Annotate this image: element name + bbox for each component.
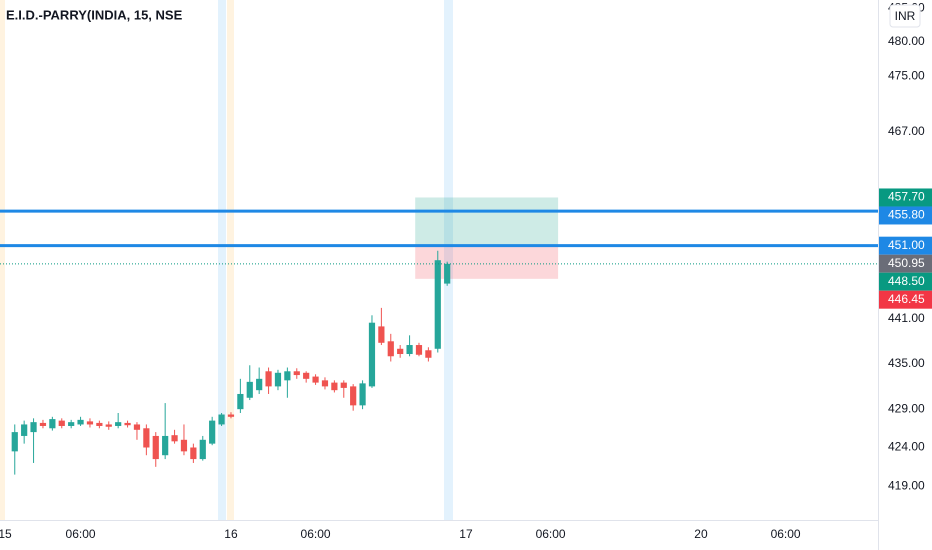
y-tick-label: 435.00	[888, 356, 925, 370]
x-tick-label: 15	[0, 527, 12, 541]
candle-body	[368, 322, 376, 387]
candle-body	[397, 348, 404, 355]
candle-body	[312, 376, 319, 383]
candle-body	[303, 372, 310, 379]
candle-body	[387, 341, 394, 357]
price-tag-label: 457.70	[888, 190, 925, 204]
candle-body	[378, 326, 385, 343]
candle-body	[58, 420, 65, 426]
price-tag	[879, 272, 932, 291]
candle-body	[284, 371, 291, 381]
y-tick-label: 419.00	[888, 478, 925, 492]
candle-body	[11, 432, 18, 452]
x-tick-label: 06:00	[771, 527, 801, 541]
x-tick-label: 06:00	[536, 527, 566, 541]
price-tag	[879, 188, 932, 207]
candle-body	[340, 382, 347, 388]
y-tick-label: 467.00	[888, 124, 925, 138]
candle-body	[444, 263, 451, 284]
candle-body	[77, 419, 84, 425]
price-tag-label: 451.00	[888, 238, 925, 252]
price-tag-label: 450.95	[888, 256, 925, 270]
candle-body	[199, 439, 206, 460]
candle-body	[115, 422, 122, 426]
candle-body	[143, 428, 150, 448]
candle-body	[152, 435, 159, 460]
currency-badge[interactable]	[889, 4, 921, 28]
candle-body	[96, 422, 103, 426]
price-tag-label: 455.80	[888, 208, 925, 222]
session-band	[0, 0, 5, 520]
candle-body	[415, 345, 423, 355]
candle-body	[331, 382, 338, 391]
price-tag	[879, 290, 932, 309]
x-tick-label: 06:00	[301, 527, 331, 541]
x-tick-label: 06:00	[66, 527, 96, 541]
candle-body	[190, 447, 197, 460]
candle-body	[39, 422, 47, 426]
y-tick-label: 475.00	[888, 68, 925, 82]
x-tick-label: 16	[224, 527, 238, 541]
candle-body	[218, 414, 225, 425]
candle-body	[293, 371, 300, 376]
candle-body	[68, 422, 75, 426]
candle-body	[321, 380, 329, 387]
candle-body	[256, 378, 263, 391]
candle-body	[406, 345, 413, 355]
price-tag-label: 446.45	[888, 292, 925, 306]
session-band	[227, 0, 234, 520]
candle-body	[209, 420, 216, 444]
candle-body	[171, 435, 178, 442]
session-band	[444, 0, 453, 520]
candle-body	[246, 381, 253, 398]
candle-body	[237, 393, 244, 410]
price-tag	[879, 254, 932, 273]
candle-body	[162, 435, 169, 456]
candle-body	[425, 350, 432, 358]
candle-body	[265, 371, 272, 387]
candle-body	[105, 424, 112, 427]
plot-area	[0, 197, 878, 475]
candle-body	[434, 260, 441, 349]
x-tick-label: 17	[459, 527, 473, 541]
candle-body	[359, 383, 366, 406]
candle-body	[124, 422, 131, 426]
price-axis: 485.00480.00475.00467.00441.00435.00429.…	[879, 0, 932, 492]
x-tick-label: 20	[694, 527, 708, 541]
price-tag	[879, 236, 932, 255]
candle-body	[133, 424, 141, 430]
candle-body	[30, 422, 37, 433]
price-tag-label: 448.50	[888, 274, 925, 288]
candle-body	[350, 386, 357, 406]
candle-body	[274, 372, 282, 387]
y-tick-label: 424.00	[888, 440, 925, 454]
y-tick-label: 441.00	[888, 311, 925, 325]
y-tick-label: 480.00	[888, 34, 925, 48]
candle-body	[86, 421, 94, 425]
chart-title: E.I.D.-PARRY(INDIA, 15, NSE	[6, 7, 183, 22]
candle-body	[21, 424, 28, 436]
candle-body	[227, 414, 235, 417]
session-band	[218, 0, 226, 520]
candle-body	[49, 419, 56, 429]
y-tick-label: 429.00	[888, 401, 925, 415]
profit-zone	[415, 197, 559, 246]
currency: INR	[895, 9, 916, 23]
candle-body	[180, 439, 188, 452]
price-tag	[879, 206, 932, 225]
